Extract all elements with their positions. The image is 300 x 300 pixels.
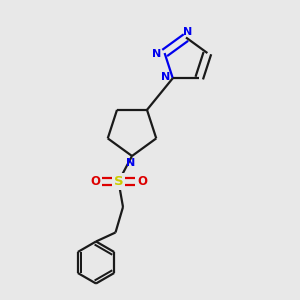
Text: N: N [183,27,192,37]
Text: O: O [137,175,147,188]
Text: N: N [126,158,135,168]
Text: S: S [114,175,123,188]
Text: N: N [152,49,162,59]
Text: N: N [160,72,170,82]
Text: O: O [90,175,100,188]
